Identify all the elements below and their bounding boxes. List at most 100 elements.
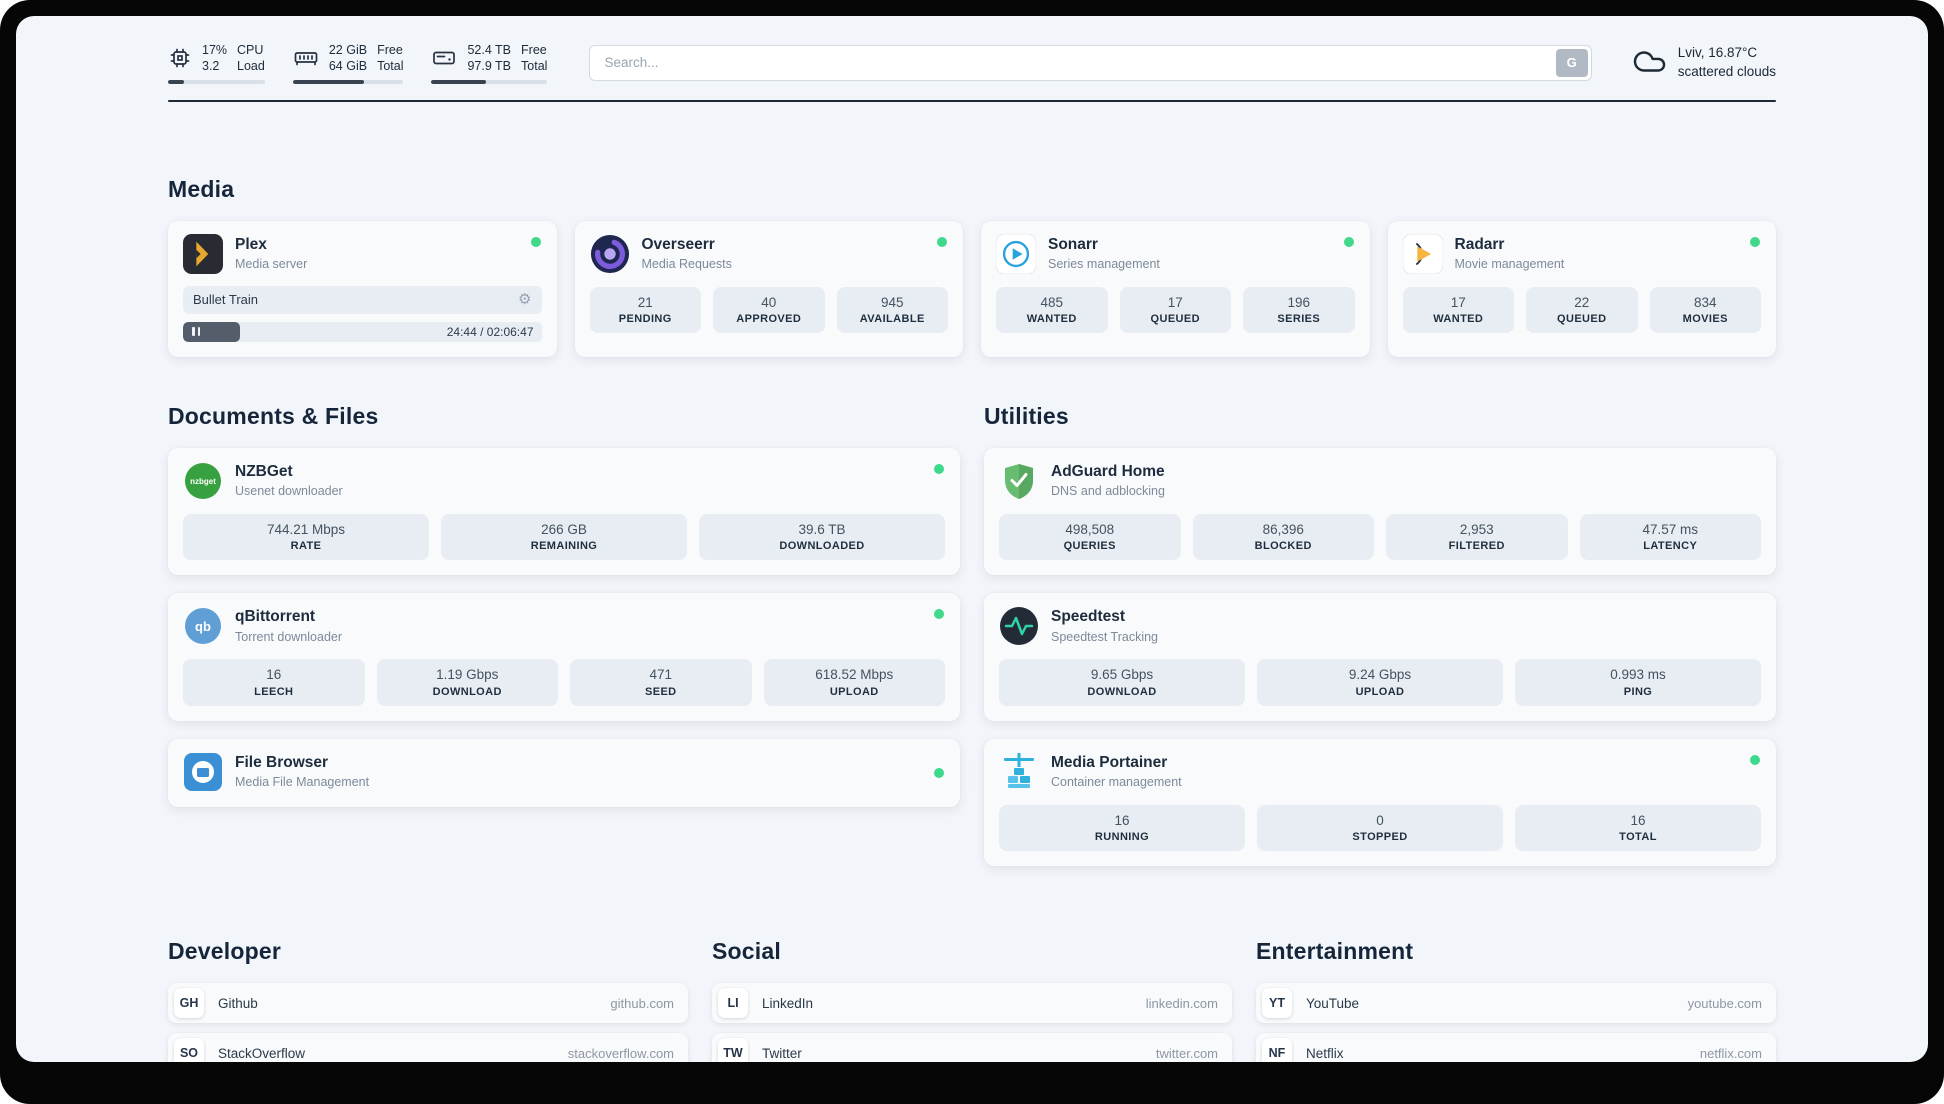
- stat-rate: 744.21 Mbps RATE: [183, 513, 429, 561]
- svg-text:qb: qb: [195, 619, 211, 634]
- link-row-youtube[interactable]: YT YouTube youtube.com: [1256, 983, 1776, 1024]
- stat-stopped: 0 STOPPED: [1257, 804, 1503, 852]
- card-sonarr[interactable]: Sonarr Series management 485 WANTED 17 Q…: [981, 220, 1370, 357]
- link-badge: YT: [1262, 988, 1292, 1019]
- app-name: NZBGet: [235, 462, 293, 480]
- ram-values: 22 GiB 64 GiB: [328, 43, 368, 74]
- app-name: Media Portainer: [1051, 753, 1168, 771]
- stat-upload: 618.52 Mbps UPLOAD: [763, 659, 945, 706]
- filebrowser-icon: [183, 752, 223, 792]
- section-entertainment: Entertainment YT YouTube youtube.com NF …: [1256, 938, 1776, 1062]
- nzbget-icon: nzbget: [183, 461, 223, 501]
- stat-queued: 17 QUEUED: [1119, 286, 1231, 334]
- stat-remaining: 266 GB REMAINING: [441, 513, 687, 561]
- link-row-github[interactable]: GH Github github.com: [168, 983, 688, 1024]
- section-title-entertainment: Entertainment: [1256, 938, 1414, 965]
- weather-location: Lviv, 16.87°C: [1677, 44, 1758, 60]
- section-title-social: Social: [712, 938, 781, 965]
- section-title-developer: Developer: [168, 938, 282, 965]
- card-speedtest[interactable]: Speedtest Speedtest Tracking 9.65 Gbps D…: [984, 593, 1776, 721]
- stat-queries: 498,508 QUERIES: [999, 513, 1181, 561]
- section-utilities: Utilities AdGuard Home DNS and adblockin…: [984, 403, 1776, 867]
- card-nzbget[interactable]: nzbget NZBGet Usenet downloader 744.21 M…: [168, 447, 960, 576]
- app-subtitle: Torrent downloader: [235, 629, 343, 644]
- disk-widget: 52.4 TB 97.9 TB Free Total: [431, 42, 548, 84]
- weather-condition: scattered clouds: [1677, 63, 1776, 79]
- app-name: Radarr: [1454, 235, 1505, 253]
- link-domain: youtube.com: [1687, 995, 1762, 1011]
- link-badge: SO: [174, 1038, 204, 1062]
- stat-series: 196 SERIES: [1243, 286, 1355, 334]
- link-name: Twitter: [762, 1045, 802, 1061]
- app-subtitle: Movie management: [1454, 257, 1565, 272]
- app-name: Plex: [235, 235, 267, 253]
- card-adguard[interactable]: AdGuard Home DNS and adblocking 498,508 …: [984, 447, 1776, 576]
- section-title-documents: Documents & Files: [168, 402, 379, 429]
- card-radarr[interactable]: Radarr Movie management 17 WANTED 22 QUE…: [1387, 220, 1776, 357]
- stat-latency: 47.57 ms LATENCY: [1579, 513, 1761, 561]
- ram-icon: [293, 46, 319, 70]
- stat-available: 945 AVAILABLE: [836, 286, 948, 334]
- link-badge: TW: [718, 1038, 748, 1062]
- ram-progress-bar: [292, 79, 404, 84]
- section-title-utilities: Utilities: [984, 402, 1069, 429]
- app-subtitle: Speedtest Tracking: [1051, 629, 1159, 644]
- cloud-icon: [1632, 45, 1668, 80]
- link-name: StackOverflow: [218, 1045, 306, 1061]
- section-title-media: Media: [168, 175, 235, 202]
- search-engine-button[interactable]: G: [1555, 48, 1588, 77]
- header-divider: [168, 99, 1776, 102]
- stat-seed: 471 SEED: [570, 659, 752, 706]
- link-badge: NF: [1262, 1038, 1292, 1062]
- app-subtitle: DNS and adblocking: [1051, 484, 1165, 499]
- svg-text:nzbget: nzbget: [190, 477, 216, 486]
- now-playing-title: Bullet Train: [193, 292, 259, 307]
- app-subtitle: Series management: [1048, 257, 1160, 272]
- adguard-icon: [999, 461, 1039, 501]
- dashboard-page: 17% 3.2 CPU Load: [16, 16, 1928, 1062]
- status-dot: [1343, 236, 1354, 247]
- overseerr-icon: [590, 234, 630, 274]
- app-subtitle: Container management: [1051, 775, 1182, 790]
- stat-approved: 40 APPROVED: [713, 286, 825, 334]
- link-row-netflix[interactable]: NF Netflix netflix.com: [1256, 1033, 1776, 1062]
- stat-total: 16 TOTAL: [1515, 804, 1761, 852]
- plex-now-playing: Bullet Train ⚙ 24:44 / 02:06:47: [183, 285, 542, 342]
- settings-gear-icon[interactable]: ⚙: [518, 291, 532, 308]
- cpu-icon: [168, 46, 192, 70]
- link-row-twitter[interactable]: TW Twitter twitter.com: [712, 1033, 1232, 1062]
- card-filebrowser[interactable]: File Browser Media File Management: [168, 738, 960, 807]
- status-dot: [934, 609, 944, 620]
- app-subtitle: Media Requests: [641, 257, 732, 272]
- playback-progress[interactable]: [183, 321, 542, 342]
- link-row-linkedin[interactable]: LI LinkedIn linkedin.com: [712, 983, 1232, 1024]
- stat-running: 16 RUNNING: [999, 804, 1245, 852]
- card-overseerr[interactable]: Overseerr Media Requests 21 PENDING 40 A…: [574, 220, 963, 357]
- app-name: File Browser: [235, 753, 329, 771]
- card-portainer[interactable]: Media Portainer Container management 16 …: [984, 738, 1776, 867]
- disk-labels: Free Total: [521, 43, 548, 74]
- search-input[interactable]: [589, 44, 1592, 81]
- link-name: Netflix: [1306, 1045, 1344, 1061]
- disk-values: 52.4 TB 97.9 TB: [467, 43, 512, 74]
- stat-downloaded: 39.6 TB DOWNLOADED: [699, 513, 945, 561]
- app-name: AdGuard Home: [1051, 462, 1165, 480]
- stat-movies: 834 MOVIES: [1649, 286, 1761, 334]
- speedtest-icon: [999, 606, 1039, 646]
- link-domain: github.com: [610, 995, 674, 1011]
- link-name: YouTube: [1306, 995, 1360, 1011]
- stat-download: 9.65 Gbps DOWNLOAD: [999, 659, 1245, 706]
- pause-icon: [192, 327, 195, 336]
- ram-widget: 22 GiB 64 GiB Free Total: [292, 42, 404, 84]
- section-social: Social LI LinkedIn linkedin.com TW Twitt…: [712, 938, 1232, 1062]
- stat-blocked: 86,396 BLOCKED: [1192, 513, 1374, 561]
- status-dot: [1750, 754, 1760, 765]
- link-row-stackoverflow[interactable]: SO StackOverflow stackoverflow.com: [168, 1033, 688, 1062]
- sonarr-icon: [996, 233, 1036, 274]
- cpu-values: 17% 3.2: [202, 43, 228, 74]
- card-qbittorrent[interactable]: qb qBittorrent Torrent downloader 16 LEE…: [168, 593, 960, 721]
- stat-wanted: 17 WANTED: [1402, 286, 1514, 334]
- card-plex[interactable]: Plex Media server Bullet Train ⚙: [168, 220, 557, 357]
- link-name: LinkedIn: [762, 995, 814, 1011]
- plex-icon: [183, 233, 223, 274]
